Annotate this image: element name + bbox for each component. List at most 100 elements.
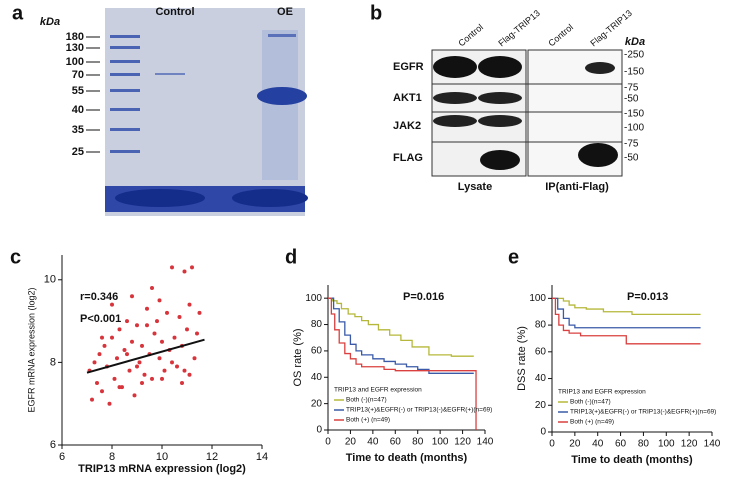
point — [110, 335, 114, 340]
y-tick-label: 20 — [535, 400, 547, 411]
marker-label: 100 — [66, 56, 84, 68]
point — [130, 339, 134, 344]
point — [187, 372, 192, 377]
x-tick-label: 20 — [345, 437, 357, 448]
km-curve — [328, 297, 474, 374]
x-tick-label: 60 — [615, 439, 627, 450]
marker-label: -50 — [624, 94, 639, 105]
marker-label: 70 — [72, 69, 84, 81]
marker-label: 25 — [72, 146, 84, 158]
point — [145, 306, 149, 311]
point — [112, 376, 117, 381]
unit-label: kDa — [625, 36, 645, 48]
legend-title: TRIP13 and EGFR expression — [558, 389, 646, 396]
panel-label: d — [285, 246, 297, 268]
y-tick-label: 10 — [44, 274, 56, 286]
point — [140, 343, 144, 348]
legend-entry: TRIP13(+)&EGFR(-) or TRIP13(-)&EGFR(+)(n… — [570, 409, 716, 416]
y-tick-label: 40 — [535, 373, 547, 384]
point — [117, 327, 122, 332]
point — [132, 393, 137, 398]
legend-entry: Both (-)(n=47) — [570, 399, 611, 406]
point — [137, 360, 142, 365]
point — [150, 376, 154, 381]
x-tick-label: 8 — [109, 451, 115, 463]
lane-label: OE — [277, 6, 293, 18]
y-tick-label: 40 — [311, 372, 323, 383]
group-label: IP(anti-Flag) — [545, 181, 609, 193]
point — [130, 294, 134, 299]
point — [195, 331, 199, 336]
marker-label: 180 — [66, 31, 84, 43]
y-tick-label: 60 — [535, 346, 547, 357]
point — [157, 356, 162, 361]
x-axis-label: TRIP13 mRNA expression (log2) — [78, 463, 246, 475]
point — [165, 310, 169, 315]
km-curve — [328, 297, 474, 357]
x-tick-label: 120 — [681, 439, 698, 450]
y-tick-label: 60 — [311, 346, 323, 357]
row-label: FLAG — [393, 152, 423, 164]
point — [125, 319, 129, 324]
point — [157, 298, 162, 303]
point — [160, 339, 164, 344]
panel-label: c — [10, 246, 21, 268]
x-tick-label: 6 — [59, 451, 65, 463]
x-tick-label: 0 — [549, 439, 555, 450]
point — [127, 368, 132, 373]
x-tick-label: 100 — [658, 439, 675, 450]
legend-entry: Both (+) (n=49) — [570, 419, 614, 426]
legend-entry: Both (-)(n=47) — [346, 397, 387, 404]
column-label: Control — [456, 22, 485, 48]
point — [92, 360, 97, 365]
point — [175, 364, 179, 369]
x-tick-label: 60 — [390, 437, 402, 448]
point — [180, 381, 184, 386]
y-tick-label: 100 — [305, 293, 322, 304]
column-label: Flag-TRIP13 — [496, 8, 542, 48]
marker-label: -150 — [624, 109, 644, 120]
point — [170, 360, 174, 365]
point — [150, 286, 154, 291]
x-tick-label: 140 — [477, 437, 494, 448]
y-tick-label: 8 — [50, 356, 56, 368]
y-tick-label: 100 — [529, 293, 546, 304]
marker-label: -75 — [624, 139, 639, 150]
point — [182, 269, 187, 274]
marker-label: 55 — [72, 85, 84, 97]
panel-label: e — [508, 246, 519, 268]
x-tick-label: 100 — [432, 437, 449, 448]
point — [170, 265, 174, 270]
km-curve — [328, 297, 477, 430]
x-tick-label: 12 — [206, 451, 218, 463]
marker-label: -250 — [624, 50, 644, 61]
point — [110, 302, 114, 307]
x-tick-label: 0 — [325, 437, 331, 448]
point — [97, 352, 102, 357]
annotation: r=0.346 — [80, 291, 118, 303]
annotation: P=0.013 — [627, 291, 668, 303]
point — [142, 372, 147, 377]
y-tick-label: 20 — [311, 398, 323, 409]
lane-label: Control — [155, 6, 194, 18]
x-tick-label: 40 — [367, 437, 379, 448]
y-axis-label: EGFR mRNA expression (log2) — [26, 287, 36, 412]
x-axis-label: Time to death (months) — [346, 452, 468, 464]
point — [140, 381, 144, 386]
point — [160, 376, 164, 381]
point — [90, 397, 94, 402]
point — [172, 335, 177, 340]
row-label: EGFR — [393, 61, 424, 73]
unit-label: kDa — [40, 16, 60, 28]
gel-image — [105, 8, 308, 216]
column-label: Control — [546, 22, 575, 48]
x-tick-label: 80 — [412, 437, 424, 448]
x-tick-label: 140 — [704, 439, 721, 450]
point — [155, 319, 159, 324]
point — [187, 302, 192, 307]
point — [122, 348, 127, 352]
marker-label: -75 — [624, 83, 639, 94]
point — [197, 310, 202, 315]
marker-label: -100 — [624, 123, 644, 134]
